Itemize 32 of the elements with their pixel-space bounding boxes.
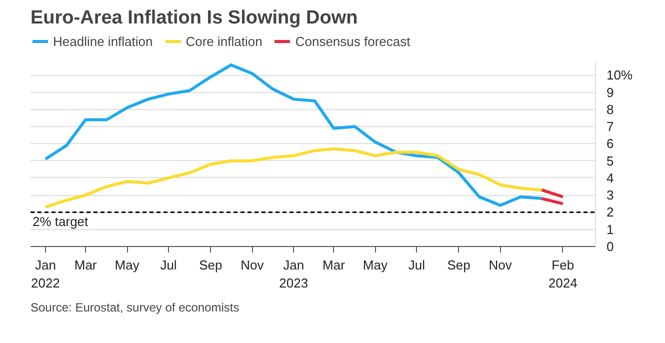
chart-title: Euro-Area Inflation Is Slowing Down — [30, 8, 358, 28]
x-tick-label: Jul — [160, 258, 177, 272]
x-tick-label: Jul — [408, 258, 426, 272]
x-tick-label: Jan 2023 — [279, 258, 308, 290]
x-tick-label: May — [362, 258, 388, 272]
y-tick-label: 9 — [606, 84, 614, 100]
x-tick-label: May — [114, 258, 140, 272]
y-tick-label: 2 — [606, 204, 614, 220]
legend-label: Headline inflation — [53, 34, 153, 48]
x-tick-label: Sep — [199, 258, 222, 272]
ref-line-label: 2% target — [32, 214, 89, 230]
legend-label: Core inflation — [186, 34, 262, 48]
y-tick-label: 10% — [606, 68, 633, 83]
y-tick-label: 4 — [606, 170, 614, 186]
x-tick-label: Jan 2022 — [31, 258, 60, 290]
line-series — [44, 63, 544, 207]
legend-label: Consensus forecast — [295, 34, 410, 48]
y-tick-label: 3 — [606, 188, 614, 203]
x-tick-label: Nov — [488, 258, 512, 272]
y-tick-label: 0 — [606, 239, 614, 254]
x-tick-label: Sep — [447, 258, 470, 272]
line-series — [44, 147, 544, 209]
source-note: Source: Eurostat, survey of economists — [30, 300, 240, 314]
x-tick-label: Mar — [74, 258, 98, 272]
y-tick-label: 1 — [606, 222, 614, 237]
x-tick-label: Mar — [322, 258, 346, 272]
y-tick-label: 8 — [606, 102, 614, 117]
y-tick-label: 7 — [606, 119, 614, 134]
x-tick-label: Feb 2024 — [548, 258, 578, 290]
y-tick-label: 5 — [606, 153, 614, 168]
x-tick-label: Nov — [240, 258, 264, 272]
y-tick-label: 6 — [606, 136, 614, 152]
